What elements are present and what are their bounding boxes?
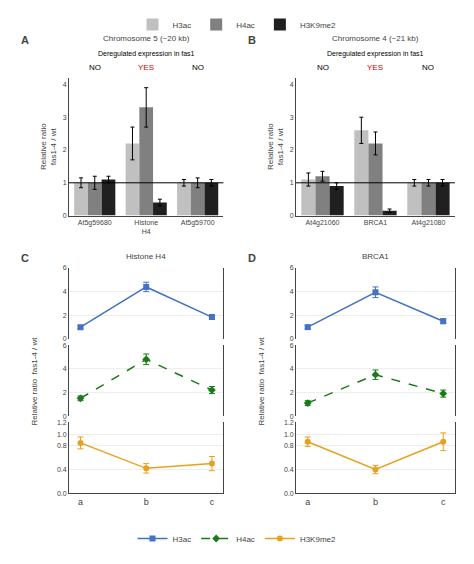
svg-text:1.2: 1.2 xyxy=(284,419,294,426)
svg-text:BRCA1: BRCA1 xyxy=(362,252,389,261)
svg-text:BRCA1: BRCA1 xyxy=(364,219,387,226)
svg-text:4: 4 xyxy=(290,365,294,372)
svg-text:0.8: 0.8 xyxy=(57,442,67,449)
svg-text:HistoneH4: HistoneH4 xyxy=(134,219,158,235)
svg-text:2: 2 xyxy=(290,312,294,319)
svg-text:4: 4 xyxy=(290,81,294,88)
svg-text:NO: NO xyxy=(89,63,101,72)
svg-text:YES: YES xyxy=(367,63,383,72)
svg-text:0.0: 0.0 xyxy=(284,490,294,497)
svg-text:B: B xyxy=(248,34,256,46)
svg-text:H3ac: H3ac xyxy=(173,21,192,30)
svg-text:0: 0 xyxy=(63,335,67,342)
svg-text:3: 3 xyxy=(63,114,67,121)
svg-text:NO: NO xyxy=(317,63,329,72)
svg-text:A: A xyxy=(21,34,29,46)
svg-text:H4ac: H4ac xyxy=(236,21,255,30)
svg-text:2: 2 xyxy=(290,389,294,396)
svg-text:4: 4 xyxy=(63,81,67,88)
svg-text:Relative ratio fas1-4 / wt: Relative ratio fas1-4 / wt xyxy=(30,337,39,426)
svg-text:0: 0 xyxy=(63,413,67,420)
svg-text:c: c xyxy=(210,497,215,507)
svg-text:Histone H4: Histone H4 xyxy=(126,252,166,261)
svg-text:0: 0 xyxy=(290,335,294,342)
svg-text:2: 2 xyxy=(63,312,67,319)
svg-text:2: 2 xyxy=(63,389,67,396)
svg-text:3: 3 xyxy=(290,114,294,121)
svg-text:NO: NO xyxy=(192,63,204,72)
svg-text:a: a xyxy=(305,497,310,507)
svg-text:a: a xyxy=(78,497,83,507)
svg-text:4: 4 xyxy=(63,365,67,372)
svg-text:Chromosome 5 (~20 kb): Chromosome 5 (~20 kb) xyxy=(103,34,190,43)
svg-text:0.0: 0.0 xyxy=(57,490,67,497)
svg-text:0.8: 0.8 xyxy=(284,442,294,449)
svg-text:c: c xyxy=(441,497,446,507)
svg-text:2: 2 xyxy=(290,146,294,153)
svg-text:YES: YES xyxy=(138,63,154,72)
svg-text:b: b xyxy=(144,497,149,507)
svg-text:At4g21060: At4g21060 xyxy=(306,219,340,227)
svg-text:At5g59680: At5g59680 xyxy=(78,219,112,227)
svg-text:6: 6 xyxy=(290,342,294,349)
svg-text:Deregulated expression in fas1: Deregulated expression in fas1 xyxy=(327,50,424,58)
svg-text:0: 0 xyxy=(290,212,294,219)
svg-text:1: 1 xyxy=(290,179,294,186)
svg-text:Chromosome 4 (~21 kb): Chromosome 4 (~21 kb) xyxy=(332,34,419,43)
svg-text:0: 0 xyxy=(290,413,294,420)
svg-text:0.4: 0.4 xyxy=(284,466,294,473)
svg-text:NO: NO xyxy=(422,63,434,72)
svg-text:H3K9me2: H3K9me2 xyxy=(300,21,336,30)
svg-text:At4g21080: At4g21080 xyxy=(412,219,446,227)
svg-text:6: 6 xyxy=(63,342,67,349)
svg-text:C: C xyxy=(21,252,29,264)
svg-text:1.2: 1.2 xyxy=(57,419,67,426)
svg-text:At5g59700: At5g59700 xyxy=(181,219,215,227)
svg-text:4: 4 xyxy=(290,288,294,295)
svg-text:1.0: 1.0 xyxy=(284,430,294,437)
svg-text:H4ac: H4ac xyxy=(236,535,255,544)
svg-text:4: 4 xyxy=(63,288,67,295)
svg-text:6: 6 xyxy=(290,264,294,271)
svg-text:Deregulated expression in fas1: Deregulated expression in fas1 xyxy=(98,50,195,58)
svg-text:1: 1 xyxy=(63,179,67,186)
svg-text:D: D xyxy=(248,252,256,264)
svg-text:1.0: 1.0 xyxy=(57,430,67,437)
svg-text:Relative ratiofas1-4 / wt: Relative ratiofas1-4 / wt xyxy=(39,123,58,170)
svg-text:b: b xyxy=(373,497,378,507)
svg-text:0.4: 0.4 xyxy=(57,466,67,473)
svg-text:H3K9me2: H3K9me2 xyxy=(300,535,336,544)
svg-text:2: 2 xyxy=(63,146,67,153)
svg-text:Relative ratiofas1-4 / wt: Relative ratiofas1-4 / wt xyxy=(266,123,285,170)
svg-text:0: 0 xyxy=(63,212,67,219)
svg-text:Relative ratio fas1-4 / wt: Relative ratio fas1-4 / wt xyxy=(257,337,266,426)
svg-text:H3ac: H3ac xyxy=(173,535,192,544)
svg-text:6: 6 xyxy=(63,264,67,271)
